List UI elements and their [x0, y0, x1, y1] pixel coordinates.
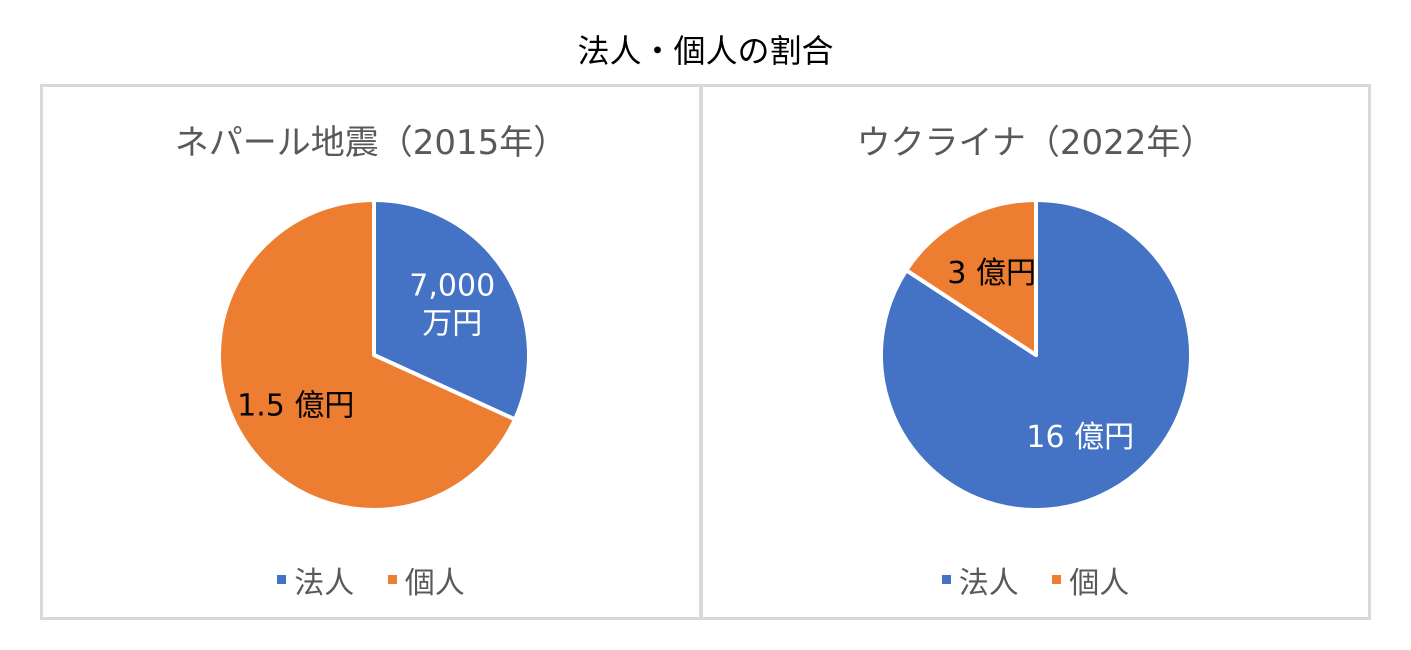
legend-ukraine: 法人 個人 [703, 557, 1368, 602]
pie-slice-corporate [372, 198, 531, 422]
legend-swatch-individual [1052, 575, 1062, 584]
data-label-individual: 3 億円 [947, 256, 1036, 291]
chart-panel-nepal: ネパール地震（2015年） 7,000 万円 1.5 億円 法人 個人 [40, 84, 702, 620]
legend-item-corporate: 法人 [277, 558, 354, 602]
legend-label-corporate: 法人 [294, 565, 355, 601]
chart-panel-ukraine: ウクライナ（2022年） 16 億円 3 億円 法人 個人 [700, 84, 1371, 620]
pie-chart-ukraine: 16 億円 3 億円 [879, 198, 1193, 512]
pie-slice-corporate [879, 198, 1193, 512]
pie-slice-individual [904, 198, 1038, 357]
legend-label-individual: 個人 [1069, 565, 1130, 601]
legend-nepal: 法人 個人 [43, 557, 699, 602]
chart-title-ukraine: ウクライナ（2022年） [856, 123, 1215, 163]
pie-chart-nepal: 7,000 万円 1.5 億円 [217, 198, 531, 512]
legend-item-individual: 個人 [1052, 558, 1129, 602]
data-label-corporate: 16 億円 [1026, 420, 1134, 455]
legend-swatch-corporate [941, 575, 951, 584]
legend-item-individual: 個人 [387, 558, 465, 602]
legend-label-individual: 個人 [404, 565, 465, 601]
chart-title-nepal: ネパール地震（2015年） [174, 123, 568, 163]
legend-swatch-individual [387, 575, 397, 584]
data-label-corporate: 7,000 万円 [409, 269, 495, 342]
data-label-individual: 1.5 億円 [237, 388, 354, 423]
legend-item-corporate: 法人 [941, 558, 1019, 602]
legend-swatch-corporate [277, 575, 287, 584]
page-title: 法人・個人の割合 [577, 32, 834, 70]
pie-slice-individual [217, 198, 517, 512]
legend-label-corporate: 法人 [958, 565, 1019, 601]
